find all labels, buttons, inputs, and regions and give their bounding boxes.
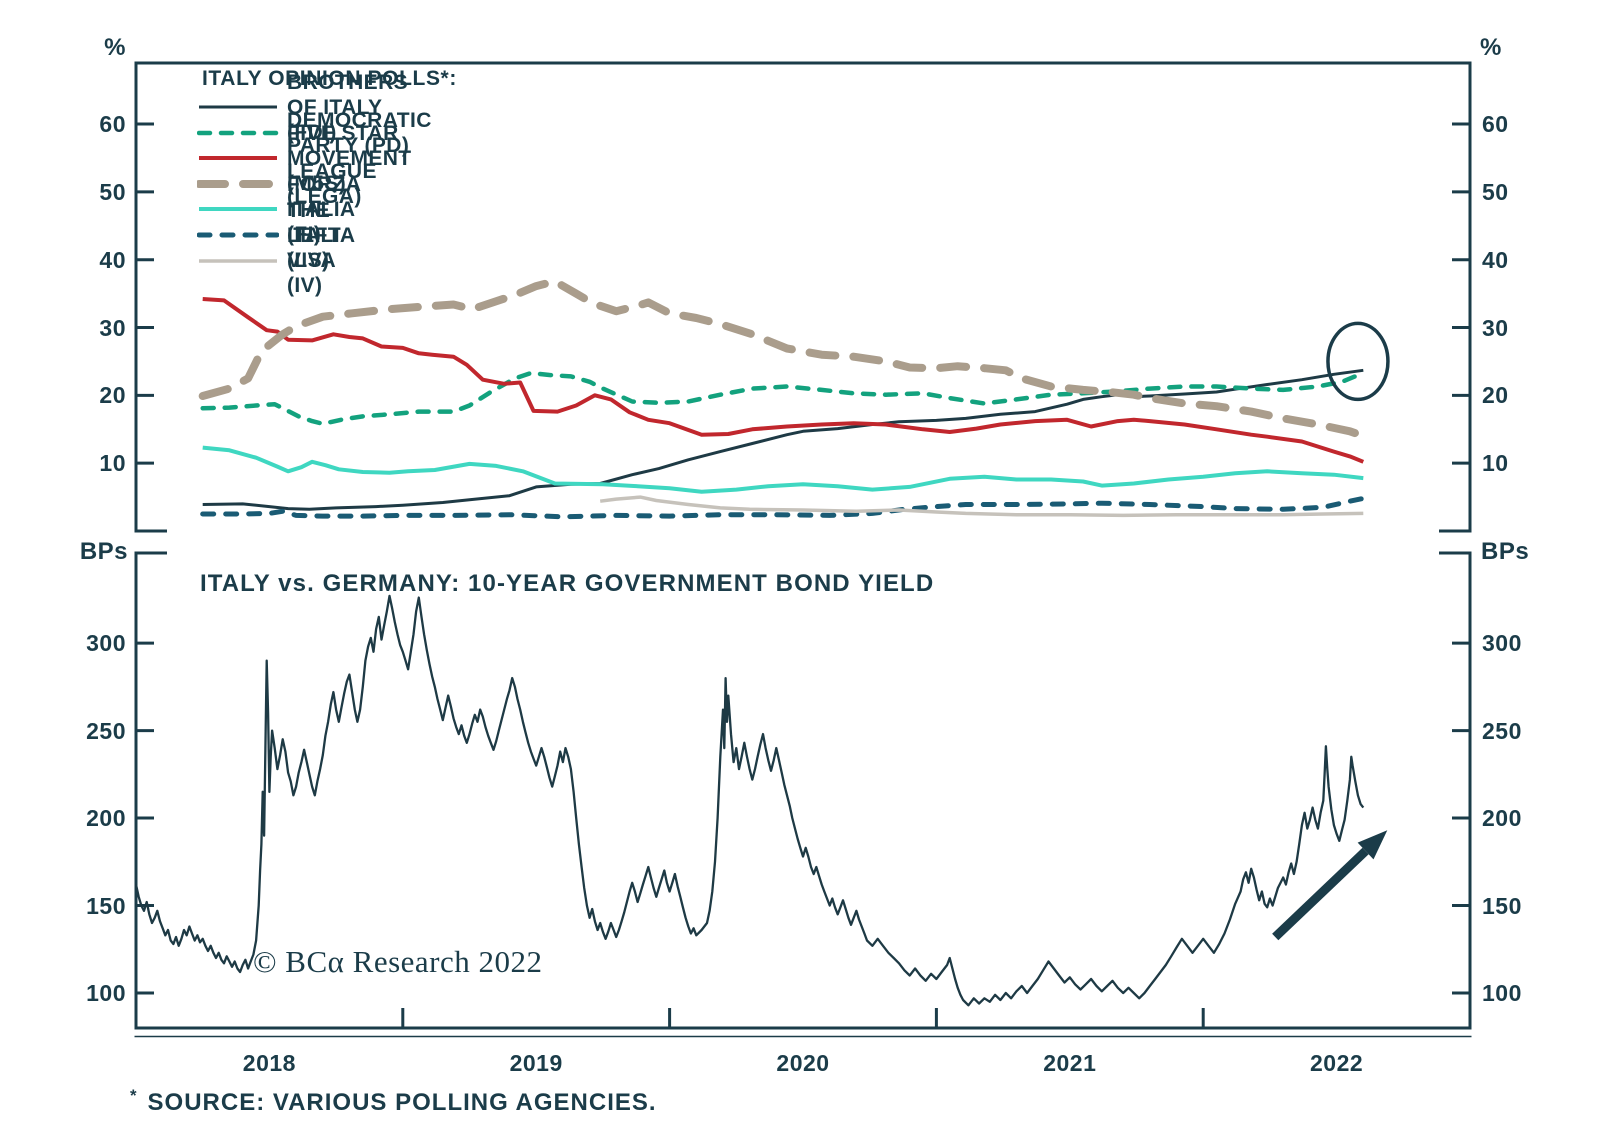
series-line-spread	[134, 594, 1365, 1007]
trend-arrow-head	[1357, 830, 1388, 860]
series-line-lega	[198, 277, 1368, 440]
bca-research-copyright: © BCα Research 2022	[253, 944, 543, 979]
series-line-fdi	[202, 368, 1364, 511]
series-line-ls	[200, 495, 1366, 520]
series-line-pd	[200, 370, 1366, 427]
series-line-fi	[202, 445, 1364, 494]
series-line-iv	[599, 495, 1364, 518]
trend-arrow-shaft	[1272, 847, 1369, 941]
highlight-circle-annotation	[1326, 321, 1390, 402]
series-line-m5s	[202, 297, 1365, 464]
